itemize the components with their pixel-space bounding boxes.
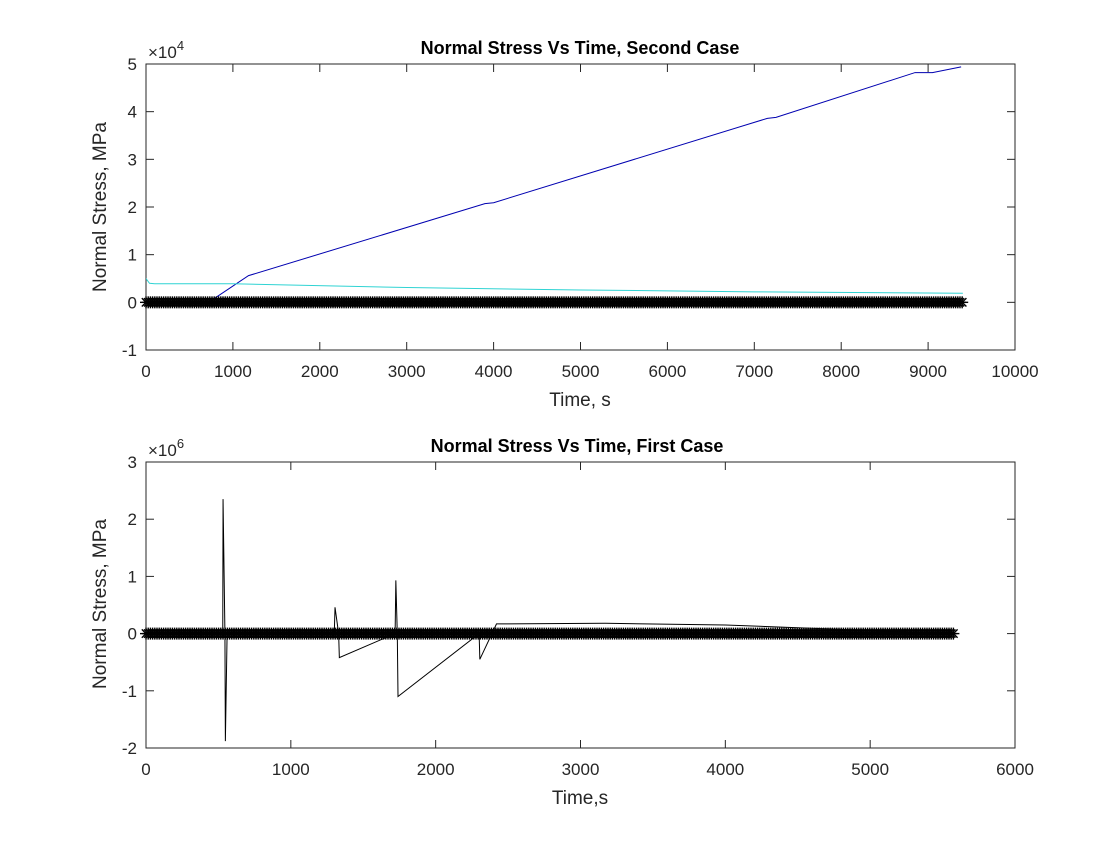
series-0-line <box>146 499 955 742</box>
x-tick-label: 4000 <box>475 362 513 381</box>
y-exponent-label: ×106 <box>148 436 184 460</box>
y-tick-label: -1 <box>122 682 137 701</box>
subplot-first-case: Normal Stress Vs Time, First Case Time,s… <box>90 436 1034 809</box>
y-tick-label: 2 <box>128 198 137 217</box>
x-tick-label: 0 <box>141 760 150 779</box>
y-axis-label: Normal Stress, MPa <box>90 519 111 689</box>
y-tick-label: 4 <box>128 103 137 122</box>
y-axis-label: Normal Stress, MPa <box>90 122 111 292</box>
x-tick-label: 2000 <box>301 362 339 381</box>
x-tick-label: 6000 <box>648 362 686 381</box>
y-tick-label: 1 <box>128 567 137 586</box>
x-tick-label: 8000 <box>822 362 860 381</box>
y-tick-label: 5 <box>128 55 137 74</box>
x-tick-label: 3000 <box>388 362 426 381</box>
chart-title: Normal Stress Vs Time, First Case <box>431 436 724 456</box>
y-tick-label: 0 <box>128 293 137 312</box>
x-tick-label: 2000 <box>417 760 455 779</box>
chart-title: Normal Stress Vs Time, Second Case <box>421 38 740 58</box>
x-tick-label: 7000 <box>735 362 773 381</box>
x-tick-label: 1000 <box>272 760 310 779</box>
series-3-markers <box>140 627 960 640</box>
x-tick-label: 10000 <box>991 362 1038 381</box>
marker-asterisk <box>948 628 959 639</box>
x-tick-label: 9000 <box>909 362 947 381</box>
y-tick-label: 2 <box>128 510 137 529</box>
x-tick-label: 1000 <box>214 362 252 381</box>
y-tick-label: 0 <box>128 625 137 644</box>
subplot-second-case: Normal Stress Vs Time, Second Case Time,… <box>90 38 1039 411</box>
y-tick-label: -2 <box>122 739 137 758</box>
y-exponent-label: ×104 <box>148 38 184 62</box>
x-tick-label: 0 <box>141 362 150 381</box>
plot-area <box>146 499 955 742</box>
series-0-line <box>208 66 962 303</box>
marker-asterisk <box>957 297 967 308</box>
x-tick-label: 4000 <box>706 760 744 779</box>
y-tick-label: 1 <box>128 246 137 265</box>
axes-box <box>145 461 1016 749</box>
y-tick-label: -1 <box>122 341 137 360</box>
plot-area <box>146 66 963 303</box>
x-tick-label: 3000 <box>562 760 600 779</box>
x-axis-label: Time,s <box>552 788 608 809</box>
x-axis-label: Time, s <box>549 390 611 411</box>
x-tick-label: 6000 <box>996 760 1034 779</box>
series-2-markers <box>140 296 969 309</box>
y-tick-label: 3 <box>128 453 137 472</box>
x-tick-label: 5000 <box>851 760 889 779</box>
series-1-line <box>146 278 963 294</box>
x-tick-label: 5000 <box>562 362 600 381</box>
y-tick-label: 3 <box>128 150 137 169</box>
